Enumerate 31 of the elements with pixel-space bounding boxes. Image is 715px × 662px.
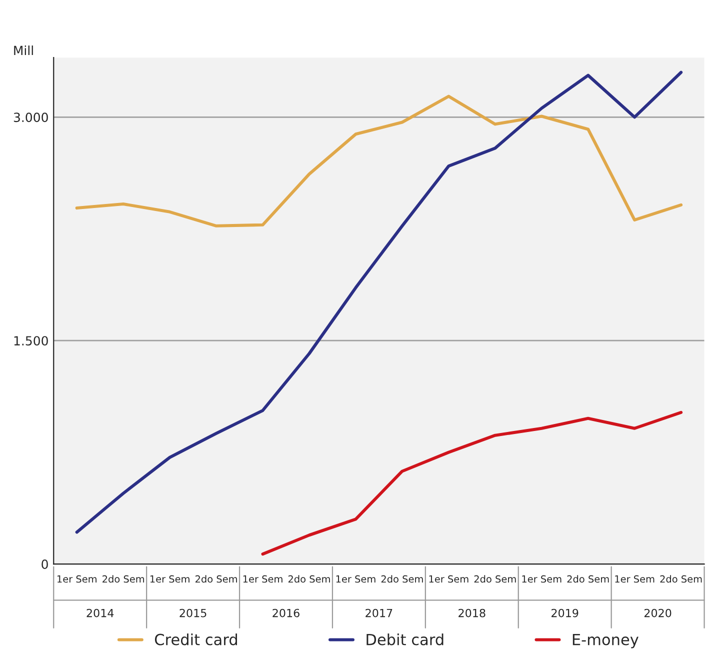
x-tick-label: 2do Sem: [381, 575, 423, 583]
text: 2017: [366, 608, 392, 618]
y-tick-label: 0: [42, 559, 48, 569]
legend-label: Credit card: [154, 633, 237, 646]
x-tick-label: 2do Sem: [102, 575, 144, 583]
text: 2015: [180, 608, 206, 618]
y-tick-label: 3.000: [14, 112, 48, 122]
x-tick-label: 2do Sem: [567, 575, 609, 583]
text: 2019: [552, 608, 578, 618]
x-tick-label: 1er Sem: [522, 575, 562, 583]
x-tick-label: 2do Sem: [660, 575, 702, 583]
text: 2018: [458, 608, 486, 618]
x-tick-label: 1er Sem: [243, 575, 282, 583]
x-tick-label: 1er Sem: [615, 575, 654, 583]
legend-label: Debit card: [366, 633, 444, 646]
y-axis-title: Mill: [14, 45, 33, 55]
text: 2014: [86, 608, 114, 618]
x-tick-label: 2do Sem: [195, 575, 237, 583]
x-tick-label: 1er Sem: [150, 575, 190, 583]
x-tick-label: 1er Sem: [57, 575, 96, 583]
x-tick-label: 1er Sem: [429, 575, 468, 583]
line-series: [75, 70, 683, 534]
y-tick-label: 1.500: [14, 336, 48, 346]
legend-label: E-money: [572, 634, 638, 648]
line-series: [261, 410, 683, 556]
text: 2020: [644, 608, 672, 618]
line-series: [75, 94, 683, 228]
x-tick-label: 2do Sem: [474, 575, 516, 583]
x-tick-label: 2do Sem: [288, 575, 330, 583]
x-tick-label: 1er Sem: [336, 575, 376, 583]
text: 2016: [272, 608, 300, 618]
